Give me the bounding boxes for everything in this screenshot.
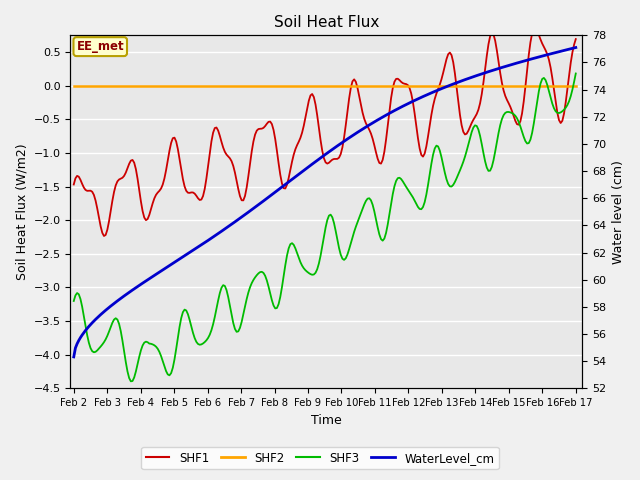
- SHF3: [72, 292, 79, 298]
- SHF3: [527, 137, 534, 143]
- SHF1: [70, 181, 77, 187]
- SHF3: [495, 130, 502, 136]
- SHF2: [369, 83, 376, 89]
- SHF2: [72, 83, 79, 89]
- SHF2: [525, 83, 532, 89]
- SHF2: [70, 83, 77, 89]
- WaterLevel_cm: [572, 45, 580, 50]
- SHF1: [379, 157, 387, 163]
- SHF3: [371, 208, 378, 214]
- WaterLevel_cm: [493, 66, 500, 72]
- SHF2: [493, 83, 500, 89]
- SHF1: [100, 233, 108, 239]
- WaterLevel_cm: [70, 354, 77, 360]
- SHF3: [369, 202, 376, 207]
- SHF1: [369, 136, 376, 142]
- WaterLevel_cm: [377, 115, 385, 121]
- WaterLevel_cm: [525, 57, 532, 62]
- Line: SHF1: SHF1: [74, 28, 576, 236]
- SHF3: [572, 71, 580, 76]
- SHF1: [527, 39, 534, 45]
- SHF3: [379, 238, 387, 243]
- WaterLevel_cm: [72, 345, 79, 351]
- Title: Soil Heat Flux: Soil Heat Flux: [274, 15, 379, 30]
- SHF1: [371, 142, 378, 148]
- SHF1: [72, 176, 79, 181]
- SHF2: [367, 83, 375, 89]
- Legend: SHF1, SHF2, SHF3, WaterLevel_cm: SHF1, SHF2, SHF3, WaterLevel_cm: [141, 447, 499, 469]
- SHF1: [572, 36, 580, 42]
- WaterLevel_cm: [369, 120, 376, 126]
- SHF1: [495, 59, 502, 65]
- SHF3: [127, 378, 134, 384]
- Line: WaterLevel_cm: WaterLevel_cm: [74, 48, 576, 357]
- SHF3: [70, 298, 77, 304]
- WaterLevel_cm: [367, 121, 375, 127]
- Text: EE_met: EE_met: [76, 40, 124, 53]
- Line: SHF3: SHF3: [74, 73, 576, 381]
- SHF1: [532, 25, 540, 31]
- Y-axis label: Soil Heat Flux (W/m2): Soil Heat Flux (W/m2): [15, 144, 28, 280]
- Y-axis label: Water level (cm): Water level (cm): [612, 160, 625, 264]
- SHF2: [572, 83, 580, 89]
- X-axis label: Time: Time: [311, 414, 342, 427]
- SHF2: [377, 83, 385, 89]
